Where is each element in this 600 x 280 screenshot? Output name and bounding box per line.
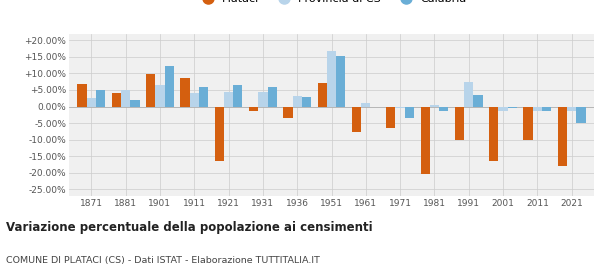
Bar [190,93,199,106]
Bar [155,85,164,106]
Bar [499,106,508,111]
Bar [164,66,174,106]
Bar [533,106,542,111]
Bar [268,87,277,106]
Bar [199,87,208,106]
Bar [567,106,577,111]
Bar [352,106,361,132]
Bar [258,92,268,106]
Bar [336,56,346,106]
Bar [224,92,233,106]
Bar [293,96,302,106]
Bar [464,82,473,106]
Bar [121,90,130,106]
Legend: Plataci, Provincia di CS, Calabria: Plataci, Provincia di CS, Calabria [197,0,466,4]
Bar [96,90,105,106]
Bar [181,78,190,106]
Bar [130,100,140,106]
Bar [386,106,395,128]
Bar [395,106,405,108]
Bar [523,106,533,140]
Bar [473,95,482,106]
Bar [430,105,439,106]
Bar [577,106,586,123]
Bar [508,106,517,108]
Text: COMUNE DI PLATACI (CS) - Dati ISTAT - Elaborazione TUTTITALIA.IT: COMUNE DI PLATACI (CS) - Dati ISTAT - El… [6,256,320,265]
Bar [421,106,430,174]
Bar [146,74,155,106]
Bar [302,97,311,106]
Bar [215,106,224,160]
Text: Variazione percentuale della popolazione ai censimenti: Variazione percentuale della popolazione… [6,221,373,234]
Bar [558,106,567,166]
Bar [112,93,121,106]
Bar [405,106,414,118]
Bar [327,51,336,106]
Bar [489,106,499,161]
Bar [361,103,370,106]
Bar [249,106,258,111]
Bar [317,83,327,106]
Bar [455,106,464,140]
Bar [439,106,448,111]
Bar [542,106,551,111]
Bar [77,84,86,106]
Bar [86,98,96,106]
Bar [233,85,242,106]
Bar [370,106,380,107]
Bar [283,106,293,118]
